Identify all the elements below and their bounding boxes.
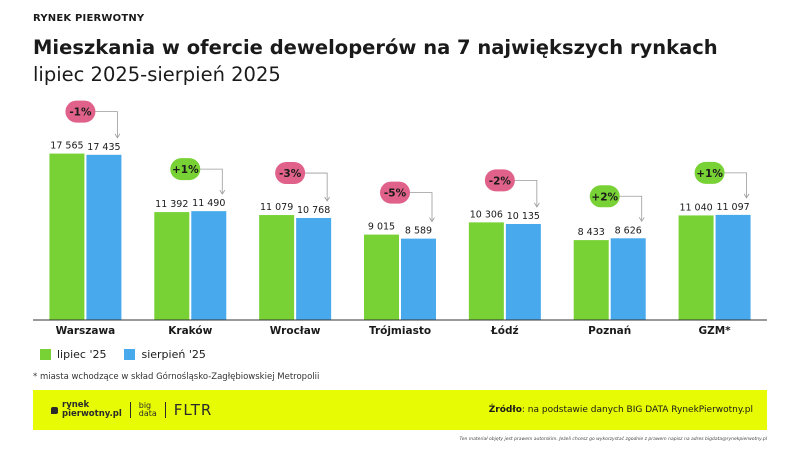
rynekpierwotny-logo: rynek pierwotny.pl: [51, 401, 122, 419]
change-badge-2: [275, 162, 306, 185]
source-text: : na podstawie danych BIG DATA RynekPier…: [521, 405, 753, 415]
category-label-4: Łódź: [490, 325, 519, 337]
change-arrow-icon-2: [324, 196, 330, 202]
change-connector-4: [510, 179, 538, 206]
change-label-0: -1%: [69, 107, 92, 119]
category-label-3: Trójmiasto: [369, 325, 431, 337]
value-label-august-0: 17 435: [87, 142, 120, 153]
change-arrow-icon-6: [743, 193, 750, 199]
bar-july-3: [364, 234, 399, 320]
change-connector-0: [91, 111, 118, 137]
value-label-august-3: 8 589: [405, 226, 432, 237]
kicker: RYNEK PIERWOTNY: [33, 13, 145, 24]
bar-august-0: [86, 154, 122, 320]
category-label-5: Poznań: [588, 325, 631, 337]
bar-july-5: [573, 240, 609, 320]
title-line-2: lipiec 2025-sierpień 2025: [33, 63, 281, 86]
value-label-july-5: 8 433: [578, 227, 605, 238]
change-label-1: +1%: [172, 164, 199, 176]
title-line-1: Mieszkania w ofercie deweloperów na 7 na…: [33, 36, 718, 59]
legend: lipiec '25 sierpień '25: [40, 348, 206, 361]
change-label-6: +1%: [696, 168, 723, 180]
logo-rp-line2: pierwotny.pl: [62, 409, 122, 419]
legend-item-august: sierpień '25: [124, 348, 206, 361]
category-label-6: GZM*: [698, 325, 731, 337]
logo-bd-line1: big: [138, 401, 152, 410]
bar-july-4: [468, 222, 504, 320]
rynekpierwotny-logo-icon: [51, 406, 58, 414]
change-label-4: -2%: [489, 175, 512, 187]
bar-august-2: [296, 217, 332, 320]
change-connector-6: [720, 172, 747, 197]
page-title: Mieszkania w ofercie deweloperów na 7 na…: [33, 34, 718, 88]
change-arrow-icon-3: [429, 217, 435, 223]
fltr-logo: FLTR: [173, 401, 213, 419]
bar-july-1: [154, 212, 190, 320]
logo-rp-line1: rynek: [62, 400, 90, 410]
legend-label-july: lipiec '25: [57, 348, 107, 361]
legend-label-august: sierpień '25: [141, 348, 206, 361]
copyright-disclaimer: Ten materiał objęty jest prawem autorski…: [459, 437, 767, 442]
change-label-2: -3%: [279, 168, 302, 180]
logo-divider-2: [164, 402, 166, 418]
bar-august-1: [191, 211, 227, 320]
legend-swatch-july: [40, 349, 51, 360]
source-note: Źródło: na podstawie danych BIG DATA Ryn…: [489, 405, 753, 415]
change-badge-6: [694, 161, 725, 184]
value-label-august-2: 10 768: [297, 205, 330, 216]
value-label-july-1: 11 392: [155, 199, 188, 210]
value-label-august-1: 11 490: [192, 198, 225, 209]
change-connector-5: [615, 195, 643, 221]
value-label-august-6: 11 097: [716, 202, 749, 213]
bar-july-2: [259, 215, 295, 320]
category-label-2: Wrocław: [270, 325, 321, 337]
value-label-july-2: 11 079: [260, 202, 293, 213]
category-label-1: Kraków: [168, 325, 212, 337]
change-connector-1: [196, 168, 223, 194]
bar-august-5: [610, 238, 646, 320]
change-badge-4: [484, 169, 515, 192]
change-arrow-icon-0: [114, 133, 121, 139]
change-connector-3: [406, 192, 433, 221]
value-label-july-3: 9 015: [368, 222, 395, 233]
change-badge-3: [380, 181, 410, 204]
change-arrow-icon-4: [534, 202, 540, 208]
bar-july-0: [49, 153, 85, 320]
logos: rynek pierwotny.pl big data FLTR: [51, 401, 212, 419]
change-connector-2: [301, 172, 328, 200]
value-label-august-4: 10 135: [507, 211, 540, 222]
source-label: Źródło: [488, 405, 522, 415]
footer-band: rynek pierwotny.pl big data FLTR Źródło:…: [33, 390, 767, 430]
legend-item-july: lipiec '25: [40, 348, 106, 361]
change-badge-1: [170, 158, 201, 181]
bar-august-3: [401, 238, 436, 320]
change-arrow-icon-1: [219, 189, 226, 195]
change-badge-0: [65, 100, 96, 123]
change-label-3: -5%: [384, 188, 407, 200]
value-label-july-0: 17 565: [50, 141, 83, 152]
logo-divider: [129, 402, 131, 418]
bigdata-logo: big data: [139, 402, 157, 418]
value-label-july-4: 10 306: [470, 209, 503, 220]
legend-swatch-august: [124, 349, 136, 360]
value-label-july-6: 11 040: [679, 202, 712, 213]
change-badge-5: [589, 185, 620, 208]
value-label-august-5: 8 626: [615, 225, 642, 236]
bar-july-6: [678, 215, 714, 320]
footnote: * miasta wchodzące w skład Górnośląsko-Z…: [33, 372, 320, 382]
bar-august-6: [715, 214, 751, 320]
change-arrow-icon-5: [638, 217, 645, 223]
logo-bd-line2: data: [138, 409, 157, 418]
category-label-0: Warszawa: [56, 325, 116, 337]
bar-august-4: [505, 223, 541, 320]
change-label-5: +2%: [591, 191, 618, 203]
